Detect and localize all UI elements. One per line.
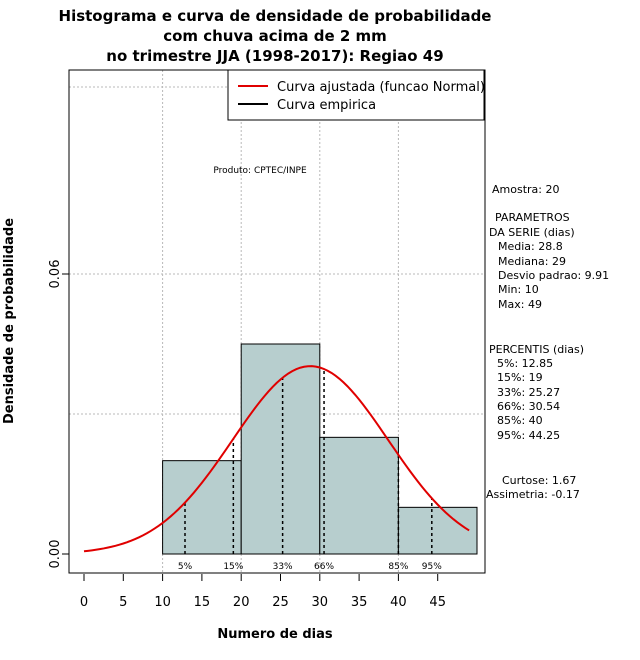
- histogram-bar: [397, 506, 478, 555]
- percentis-85: 85%: 40: [497, 414, 543, 427]
- histogram-bar: [240, 343, 321, 555]
- stat-params-subheading: DA SERIE (dias): [489, 226, 575, 239]
- percentis-heading: PERCENTIS (dias): [489, 343, 584, 356]
- percentile-label: 85%: [388, 562, 408, 572]
- stat-sample: Amostra: 20: [492, 183, 559, 196]
- y-axis: 0.00 0.06: [48, 260, 69, 569]
- y-axis-label: Densidade de probabilidade: [2, 218, 17, 424]
- x-tick-label: 45: [429, 595, 446, 610]
- percentile-label: 5%: [178, 562, 193, 572]
- stat-params-heading: PARAMETROS: [495, 211, 570, 224]
- histogram-bar: [319, 436, 399, 555]
- percentile-label: 15%: [223, 562, 243, 572]
- product-credit: Produto: CPTEC/INPE: [213, 166, 307, 176]
- percentile-lines: 5% 15% 33% 66% 85% 95%: [178, 369, 442, 572]
- x-tick-label: 40: [390, 595, 407, 610]
- percentis-95: 95%: 44.25: [497, 429, 560, 442]
- normal-curve-group: [83, 365, 470, 553]
- distribution-shape: Curtose: 1.67 Assimetria: -0.17: [486, 474, 580, 501]
- stat-min: Min: 10: [498, 283, 539, 296]
- y-tick-label: 0.06: [48, 260, 63, 289]
- stat-sd: Desvio padrao: 9.91: [498, 269, 609, 282]
- x-tick-label: 20: [233, 595, 250, 610]
- percentile-label: 95%: [422, 562, 442, 572]
- percentis-5: 5%: 12.85: [497, 357, 553, 370]
- normal-curve: [83, 365, 470, 553]
- x-tick-label: 25: [272, 595, 289, 610]
- x-axis: 0 5 10 15 20 25 30 35 40 45: [80, 574, 446, 610]
- legend-label-empirical: Curva empirica: [277, 98, 376, 113]
- stat-max: Max: 49: [498, 298, 542, 311]
- stat-skewness: Assimetria: -0.17: [486, 488, 580, 501]
- x-tick-label: 10: [154, 595, 171, 610]
- x-tick-label: 15: [194, 595, 211, 610]
- x-tick-label: 30: [312, 595, 329, 610]
- legend-box: [227, 69, 485, 121]
- histogram-bars: [162, 343, 478, 555]
- stat-mean: Media: 28.8: [498, 240, 563, 253]
- percentile-label: 33%: [273, 562, 293, 572]
- x-tick-label: 35: [351, 595, 368, 610]
- chart-title-line-1: Histograma e curva de densidade de proba…: [59, 7, 492, 25]
- series-parameters: Amostra: 20 PARAMETROS DA SERIE (dias) M…: [489, 183, 609, 311]
- percentis-66: 66%: 30.54: [497, 400, 560, 413]
- percentis-15: 15%: 19: [497, 371, 543, 384]
- histogram-bar: [162, 460, 242, 555]
- chart-title-line-2: com chuva acima de 2 mm: [163, 27, 387, 45]
- percentile-summary: PERCENTIS (dias) 5%: 12.85 15%: 19 33%: …: [489, 343, 584, 442]
- x-tick-label: 0: [80, 595, 88, 610]
- stat-kurtosis: Curtose: 1.67: [502, 474, 576, 487]
- y-tick-label: 0.00: [48, 540, 63, 569]
- legend-label-fitted: Curva ajustada (funcao Normal): [277, 80, 485, 95]
- percentile-label: 66%: [314, 562, 334, 572]
- percentis-33: 33%: 25.27: [497, 386, 560, 399]
- stat-median: Mediana: 29: [498, 255, 566, 268]
- x-axis-label: Numero de dias: [217, 627, 333, 642]
- chart-title-line-3: no trimestre JJA (1998-2017): Regiao 49: [106, 47, 443, 65]
- x-tick-label: 5: [119, 595, 127, 610]
- legend: Curva ajustada (funcao Normal) Curva emp…: [227, 69, 485, 121]
- chart-title: Histograma e curva de densidade de proba…: [59, 7, 492, 65]
